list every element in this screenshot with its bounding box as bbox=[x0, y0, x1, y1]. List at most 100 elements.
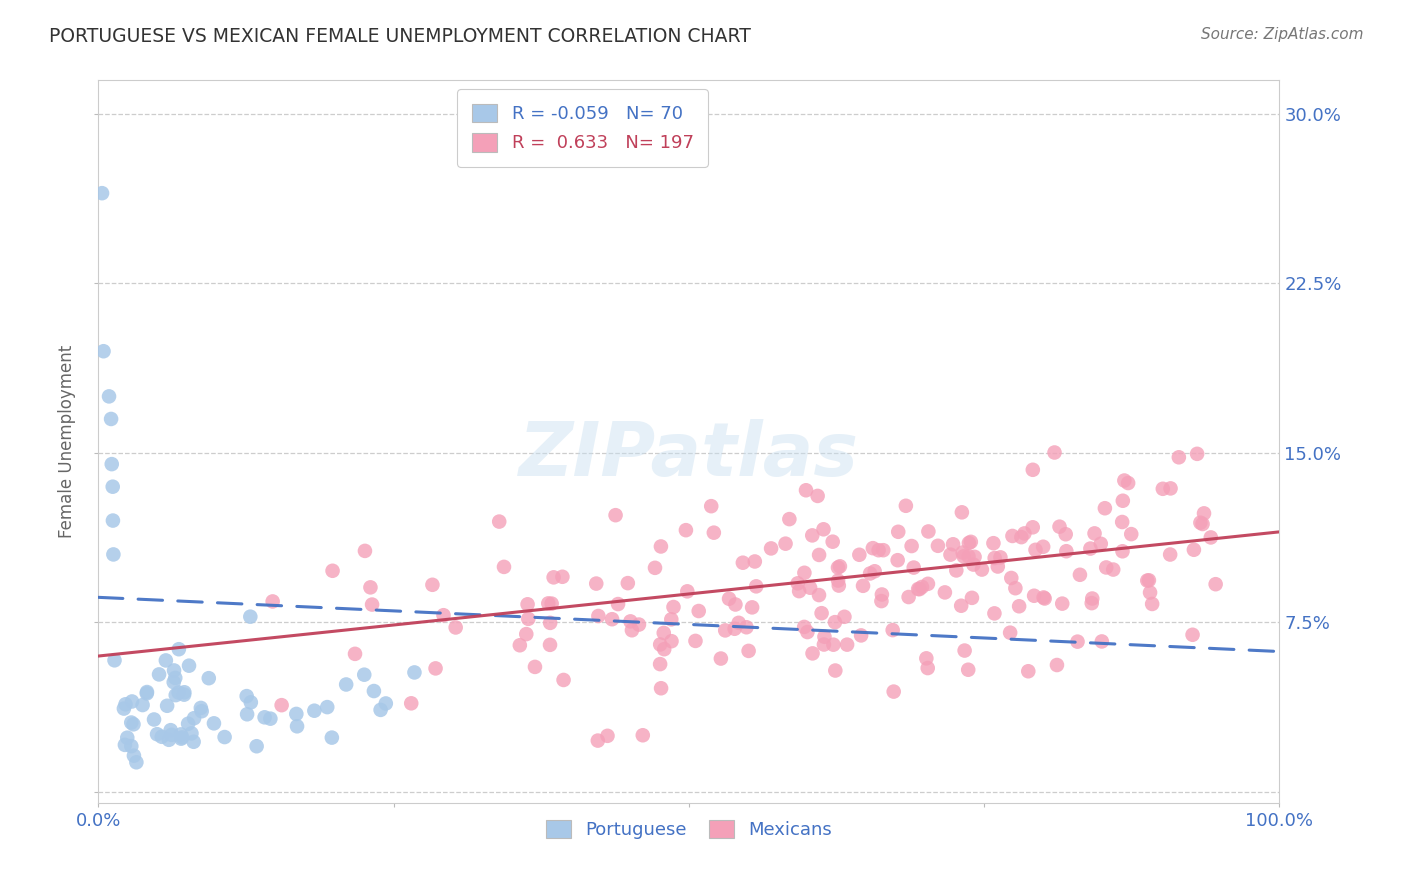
Point bbox=[190, 701, 212, 715]
Point bbox=[631, 728, 654, 742]
Point bbox=[236, 707, 259, 722]
Point bbox=[551, 570, 574, 584]
Point bbox=[131, 698, 153, 712]
Point bbox=[538, 615, 561, 630]
Point bbox=[516, 597, 538, 611]
Point bbox=[100, 457, 122, 471]
Point bbox=[1140, 597, 1163, 611]
Point bbox=[1139, 585, 1161, 599]
Point bbox=[934, 585, 956, 599]
Point bbox=[537, 596, 560, 610]
Text: PORTUGUESE VS MEXICAN FEMALE UNEMPLOYMENT CORRELATION CHART: PORTUGUESE VS MEXICAN FEMALE UNEMPLOYMEN… bbox=[49, 27, 751, 45]
Point bbox=[239, 695, 262, 709]
Point bbox=[723, 622, 745, 636]
Point bbox=[114, 738, 136, 752]
Point bbox=[939, 548, 962, 562]
Point bbox=[98, 389, 121, 403]
Point bbox=[676, 584, 699, 599]
Point bbox=[862, 541, 884, 556]
Point bbox=[399, 696, 422, 710]
Point bbox=[444, 620, 467, 634]
Point bbox=[509, 638, 531, 652]
Point bbox=[523, 660, 546, 674]
Point bbox=[945, 564, 967, 578]
Point bbox=[259, 712, 281, 726]
Point bbox=[1032, 591, 1054, 605]
Point bbox=[859, 566, 882, 581]
Point bbox=[808, 588, 831, 602]
Point bbox=[644, 561, 666, 575]
Point bbox=[1136, 574, 1159, 588]
Point bbox=[617, 576, 640, 591]
Point bbox=[586, 733, 609, 747]
Point bbox=[157, 732, 180, 747]
Point bbox=[1114, 474, 1136, 488]
Point bbox=[246, 739, 269, 754]
Point bbox=[1033, 591, 1056, 606]
Point bbox=[911, 580, 934, 594]
Point bbox=[852, 579, 875, 593]
Point bbox=[650, 681, 672, 696]
Point bbox=[135, 686, 157, 700]
Point bbox=[810, 606, 832, 620]
Point bbox=[870, 594, 893, 608]
Point bbox=[744, 554, 766, 568]
Point bbox=[170, 731, 193, 746]
Point bbox=[285, 719, 308, 733]
Point bbox=[156, 698, 179, 713]
Point bbox=[710, 651, 733, 665]
Point bbox=[917, 524, 939, 539]
Point bbox=[917, 577, 939, 591]
Point bbox=[808, 548, 831, 562]
Point bbox=[834, 609, 856, 624]
Point bbox=[1049, 519, 1071, 533]
Point bbox=[1054, 527, 1077, 541]
Point bbox=[952, 545, 974, 559]
Point bbox=[1111, 544, 1133, 558]
Point bbox=[1001, 529, 1024, 543]
Text: Source: ZipAtlas.com: Source: ZipAtlas.com bbox=[1201, 27, 1364, 42]
Point bbox=[322, 564, 344, 578]
Point bbox=[983, 536, 1005, 550]
Point bbox=[827, 574, 849, 588]
Point bbox=[354, 544, 377, 558]
Point bbox=[619, 615, 641, 629]
Point bbox=[823, 638, 845, 652]
Point bbox=[270, 698, 292, 713]
Point bbox=[942, 537, 965, 551]
Point bbox=[114, 698, 136, 712]
Point bbox=[404, 665, 426, 680]
Point bbox=[990, 550, 1012, 565]
Point bbox=[359, 580, 381, 594]
Point bbox=[787, 584, 810, 599]
Point bbox=[821, 534, 844, 549]
Point bbox=[159, 723, 181, 738]
Point bbox=[125, 756, 148, 770]
Point bbox=[422, 578, 444, 592]
Point bbox=[1111, 515, 1133, 529]
Point bbox=[1205, 577, 1227, 591]
Point bbox=[908, 582, 931, 596]
Point bbox=[177, 658, 200, 673]
Point bbox=[163, 664, 186, 678]
Point bbox=[1080, 596, 1102, 610]
Point bbox=[165, 688, 187, 702]
Point bbox=[824, 615, 846, 629]
Point bbox=[882, 623, 904, 637]
Point bbox=[1189, 516, 1212, 530]
Point bbox=[957, 536, 980, 550]
Point bbox=[894, 499, 917, 513]
Point bbox=[661, 634, 683, 648]
Point bbox=[849, 628, 872, 642]
Point bbox=[1167, 450, 1189, 465]
Point bbox=[1181, 628, 1204, 642]
Point bbox=[262, 594, 284, 608]
Point bbox=[735, 620, 758, 634]
Point bbox=[1152, 482, 1174, 496]
Point bbox=[1017, 665, 1039, 679]
Point bbox=[900, 539, 922, 553]
Point bbox=[253, 710, 276, 724]
Point bbox=[600, 612, 623, 626]
Point bbox=[543, 570, 565, 584]
Point bbox=[335, 677, 357, 691]
